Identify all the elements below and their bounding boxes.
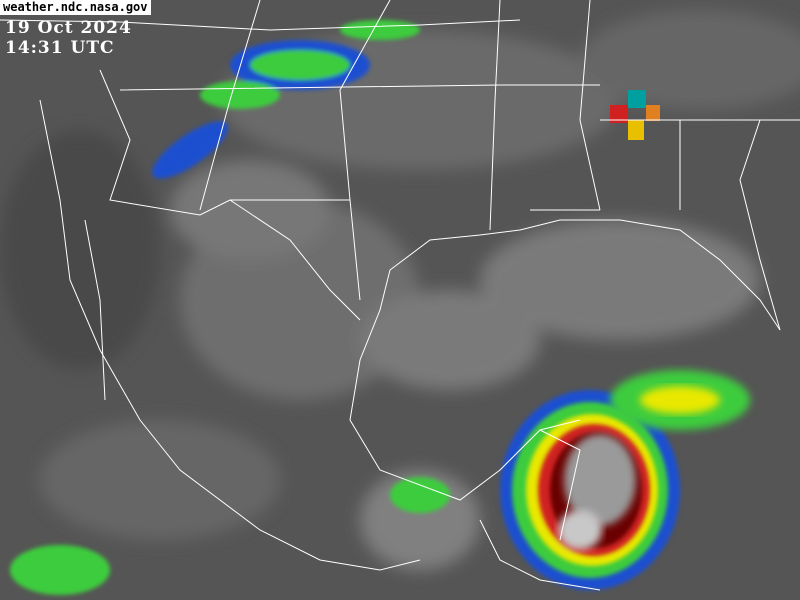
hurricane-system [10,370,750,595]
source-credit: weather.ndc.nasa.gov [0,0,151,15]
image-time: 14:31 UTC [5,38,115,58]
image-date: 19 Oct 2024 [5,18,132,38]
radar-patch [610,90,660,140]
northwest-cloud-band [152,20,420,179]
